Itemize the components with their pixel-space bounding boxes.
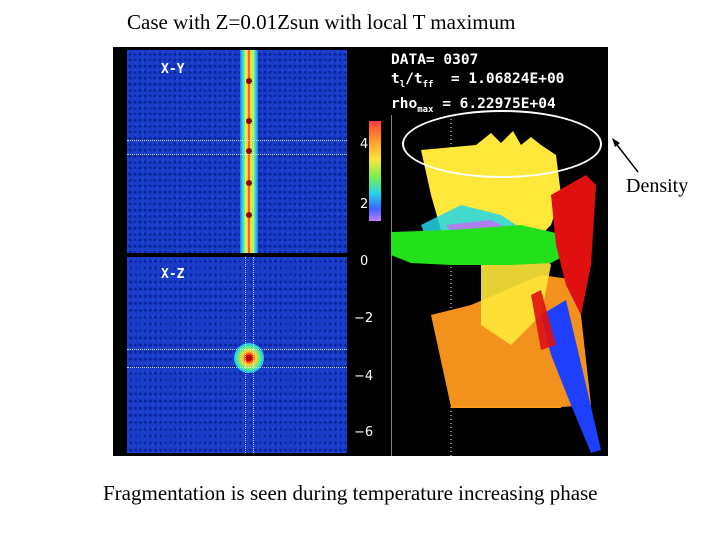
y-tick-label: 4 — [360, 137, 369, 152]
grid-line — [245, 257, 246, 453]
fragment-clump — [246, 180, 252, 186]
color-key-bar — [369, 121, 381, 221]
grid-line — [127, 367, 347, 368]
info-time-sub2: ff — [422, 79, 434, 90]
density-label: Density — [626, 175, 689, 197]
simulation-info: DATA= 0307 tl/tff = 1.06824E+00 rhomax =… — [391, 51, 564, 120]
y-tick-label: 2 — [360, 197, 369, 212]
info-rho-value: = 6.22975E+04 — [433, 95, 556, 112]
red-particles-lower — [531, 290, 556, 350]
grid-line — [127, 349, 347, 350]
y-tick-label: −4 — [354, 369, 374, 384]
grid-line — [127, 154, 347, 155]
simulation-figure: X-Y X-Z DATA= 0307 tl/tff = 1.06824E+00 … — [113, 47, 608, 456]
slide-caption: Fragmentation is seen during temperature… — [103, 481, 598, 505]
slide-title: Case with Z=0.01Zsun with local T maximu… — [127, 10, 516, 34]
panel-label-xy: X-Y — [161, 62, 185, 77]
xz-projection-panel: X-Z — [127, 257, 347, 453]
grid-line — [245, 50, 246, 253]
red-particles — [551, 175, 596, 315]
grid-line — [253, 257, 254, 453]
info-rho-sub: max — [417, 104, 434, 115]
info-time-value: = 1.06824E+00 — [433, 71, 565, 87]
fragment-clump — [246, 212, 252, 218]
grid-line — [253, 50, 254, 253]
panel-label-xz: X-Z — [161, 267, 185, 282]
fragment-clump — [246, 78, 252, 84]
highlight-ellipse — [402, 110, 602, 178]
info-data-line: DATA= 0307 — [391, 52, 479, 68]
info-time-mid: /t — [405, 71, 423, 87]
y-tick-label: 0 — [360, 254, 369, 269]
grid-line — [127, 140, 347, 141]
xy-projection-panel: X-Y — [127, 50, 347, 253]
arrow-line — [613, 140, 639, 173]
y-tick-label: −2 — [354, 311, 374, 326]
blue-particles — [541, 300, 601, 453]
fragment-clump — [246, 148, 252, 154]
info-time-prefix: t — [391, 71, 400, 87]
collapsing-core — [234, 343, 264, 373]
green-particles — [391, 225, 566, 265]
info-time-sub1: l — [399, 79, 406, 90]
info-rho-prefix: rho — [391, 95, 418, 112]
arrow-head — [612, 138, 620, 147]
fragment-clump — [246, 118, 252, 124]
y-tick-label: −6 — [354, 425, 374, 440]
